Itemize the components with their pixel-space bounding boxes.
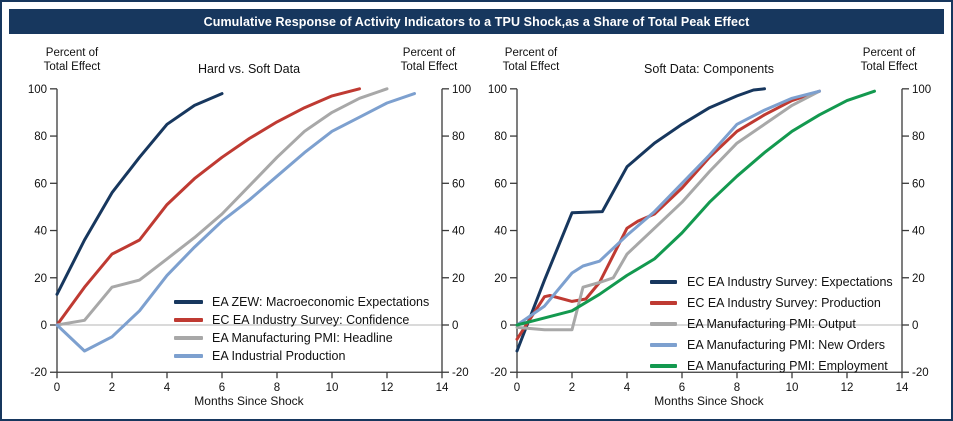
y-tick-label-left: 80 bbox=[494, 131, 507, 143]
y-tick-label-left: -20 bbox=[30, 367, 47, 379]
legend-row-panel2-2: EC EA Industry Survey: Production bbox=[650, 292, 893, 313]
legend-row-panel1-2: EC EA Industry Survey: Confidence bbox=[174, 311, 429, 329]
figure-title-bar: Cumulative Response of Activity Indicato… bbox=[9, 9, 944, 34]
legend-label: EA Manufacturing PMI: Employment bbox=[687, 358, 888, 373]
y-tick-label-left: 100 bbox=[28, 84, 47, 96]
legend-label: EC EA Industry Survey: Confidence bbox=[212, 313, 410, 327]
y-tick-label-left: 40 bbox=[494, 226, 507, 238]
legend-row-panel2-5: EA Manufacturing PMI: Employment bbox=[650, 355, 893, 376]
y-tick-label-right: 0 bbox=[452, 320, 458, 332]
legend-swatch-icon bbox=[174, 336, 203, 340]
x-tick-label: 12 bbox=[381, 382, 394, 394]
y-tick-label-left: 60 bbox=[494, 178, 507, 190]
y-tick-label-left: -20 bbox=[490, 367, 507, 379]
y-tick-label-right: -20 bbox=[452, 367, 469, 379]
x-tick-label: 4 bbox=[624, 382, 631, 394]
y-tick-label-right: 80 bbox=[912, 131, 925, 143]
series-line-panel2-5 bbox=[515, 89, 876, 327]
legend-row-panel1-3: EA Manufacturing PMI: Headline bbox=[174, 329, 429, 347]
figure-title: Cumulative Response of Activity Indicato… bbox=[203, 14, 750, 29]
y-axis-header-left-panel2: Percent of Total Effect bbox=[502, 47, 560, 73]
legend-swatch-icon bbox=[174, 300, 203, 304]
x-tick-label: 0 bbox=[514, 382, 520, 394]
legend-label: EA Industrial Production bbox=[212, 349, 346, 363]
legend-swatch-icon bbox=[650, 279, 677, 284]
y-tick-label-left: 20 bbox=[494, 273, 507, 285]
x-tick-label: 2 bbox=[569, 382, 575, 394]
legend-label: EA Manufacturing PMI: Headline bbox=[212, 331, 393, 345]
legend-swatch-icon bbox=[650, 300, 677, 305]
y-tick-label-right: 20 bbox=[912, 273, 925, 285]
y-tick-label-left: 40 bbox=[34, 226, 47, 238]
series-line-panel2-2 bbox=[515, 89, 821, 341]
y-tick-label-right: 20 bbox=[452, 273, 465, 285]
legend-swatch-icon bbox=[650, 342, 677, 347]
x-tick-label: 10 bbox=[326, 382, 339, 394]
y-tick-label-right: 40 bbox=[912, 226, 925, 238]
legend-swatch-icon bbox=[174, 354, 203, 358]
legend-row-panel2-4: EA Manufacturing PMI: New Orders bbox=[650, 334, 893, 355]
y-tick-label-right: 100 bbox=[452, 84, 471, 96]
series-line-panel1-2 bbox=[55, 87, 361, 327]
panel1-title: Hard vs. Soft Data bbox=[197, 62, 301, 76]
legend-row-panel1-4: EA Industrial Production bbox=[174, 347, 429, 365]
y-tick-label-right: 80 bbox=[452, 131, 465, 143]
legend-row-panel2-1: EC EA Industry Survey: Expectations bbox=[650, 271, 893, 292]
x-tick-label: 8 bbox=[734, 382, 740, 394]
legend-row-panel1-1: EA ZEW: Macroeconomic Expectations bbox=[174, 293, 429, 311]
legend-swatch-icon bbox=[650, 321, 677, 326]
x-tick-label: 4 bbox=[164, 382, 171, 394]
y-tick-label-left: 20 bbox=[34, 273, 47, 285]
x-tick-label: 8 bbox=[274, 382, 280, 394]
x-tick-label: 6 bbox=[219, 382, 225, 394]
y-tick-label-left: 60 bbox=[34, 178, 47, 190]
series-line-panel2-1 bbox=[515, 87, 766, 353]
legend-row-panel2-3: EA Manufacturing PMI: Output bbox=[650, 313, 893, 334]
series-line-panel1-4 bbox=[55, 92, 416, 353]
panel2-x-axis-label: Months Since Shock bbox=[654, 394, 764, 408]
panel1-legend: EA ZEW: Macroeconomic Expectations EC EA … bbox=[174, 293, 429, 365]
y-tick-label-right: 100 bbox=[912, 84, 931, 96]
y-axis-header-left-panel1: Percent of Total Effect bbox=[43, 47, 101, 73]
legend-swatch-icon bbox=[174, 318, 203, 322]
x-tick-label: 2 bbox=[109, 382, 115, 394]
panel2-title: Soft Data: Components bbox=[644, 62, 774, 76]
legend-label: EA Manufacturing PMI: New Orders bbox=[687, 337, 885, 352]
y-tick-label-right: 60 bbox=[912, 178, 925, 190]
y-tick-label-left: 0 bbox=[41, 320, 47, 332]
legend-label: EA ZEW: Macroeconomic Expectations bbox=[212, 295, 430, 309]
y-tick-label-left: 100 bbox=[488, 84, 507, 96]
legend-label: EC EA Industry Survey: Expectations bbox=[687, 274, 893, 289]
series-line-panel1-1 bbox=[55, 92, 224, 296]
x-tick-label: 14 bbox=[896, 382, 909, 394]
y-tick-label-right: 40 bbox=[452, 226, 465, 238]
x-tick-label: 14 bbox=[436, 382, 449, 394]
series-line-panel1-3 bbox=[55, 87, 389, 327]
x-tick-label: 12 bbox=[841, 382, 854, 394]
y-tick-label-right: 0 bbox=[912, 320, 918, 332]
y-tick-label-left: 0 bbox=[501, 320, 507, 332]
legend-label: EA Manufacturing PMI: Output bbox=[687, 316, 856, 331]
legend-label: EC EA Industry Survey: Production bbox=[687, 295, 881, 310]
y-tick-label-right: -20 bbox=[912, 367, 929, 379]
y-tick-label-right: 60 bbox=[452, 178, 465, 190]
x-tick-label: 10 bbox=[786, 382, 799, 394]
y-tick-label-left: 80 bbox=[34, 131, 47, 143]
panel1-x-axis-label: Months Since Shock bbox=[194, 394, 304, 408]
series-line-panel2-4 bbox=[515, 89, 821, 327]
x-tick-label: 0 bbox=[54, 382, 60, 394]
y-axis-header-right-panel2: Percent of Total Effect bbox=[860, 47, 918, 73]
panel2-legend: EC EA Industry Survey: Expectations EC EA… bbox=[650, 271, 893, 376]
y-axis-header-right-panel1: Percent of Total Effect bbox=[400, 47, 458, 73]
legend-swatch-icon bbox=[650, 363, 677, 368]
series-line-panel2-3 bbox=[515, 89, 821, 332]
x-tick-label: 6 bbox=[679, 382, 685, 394]
